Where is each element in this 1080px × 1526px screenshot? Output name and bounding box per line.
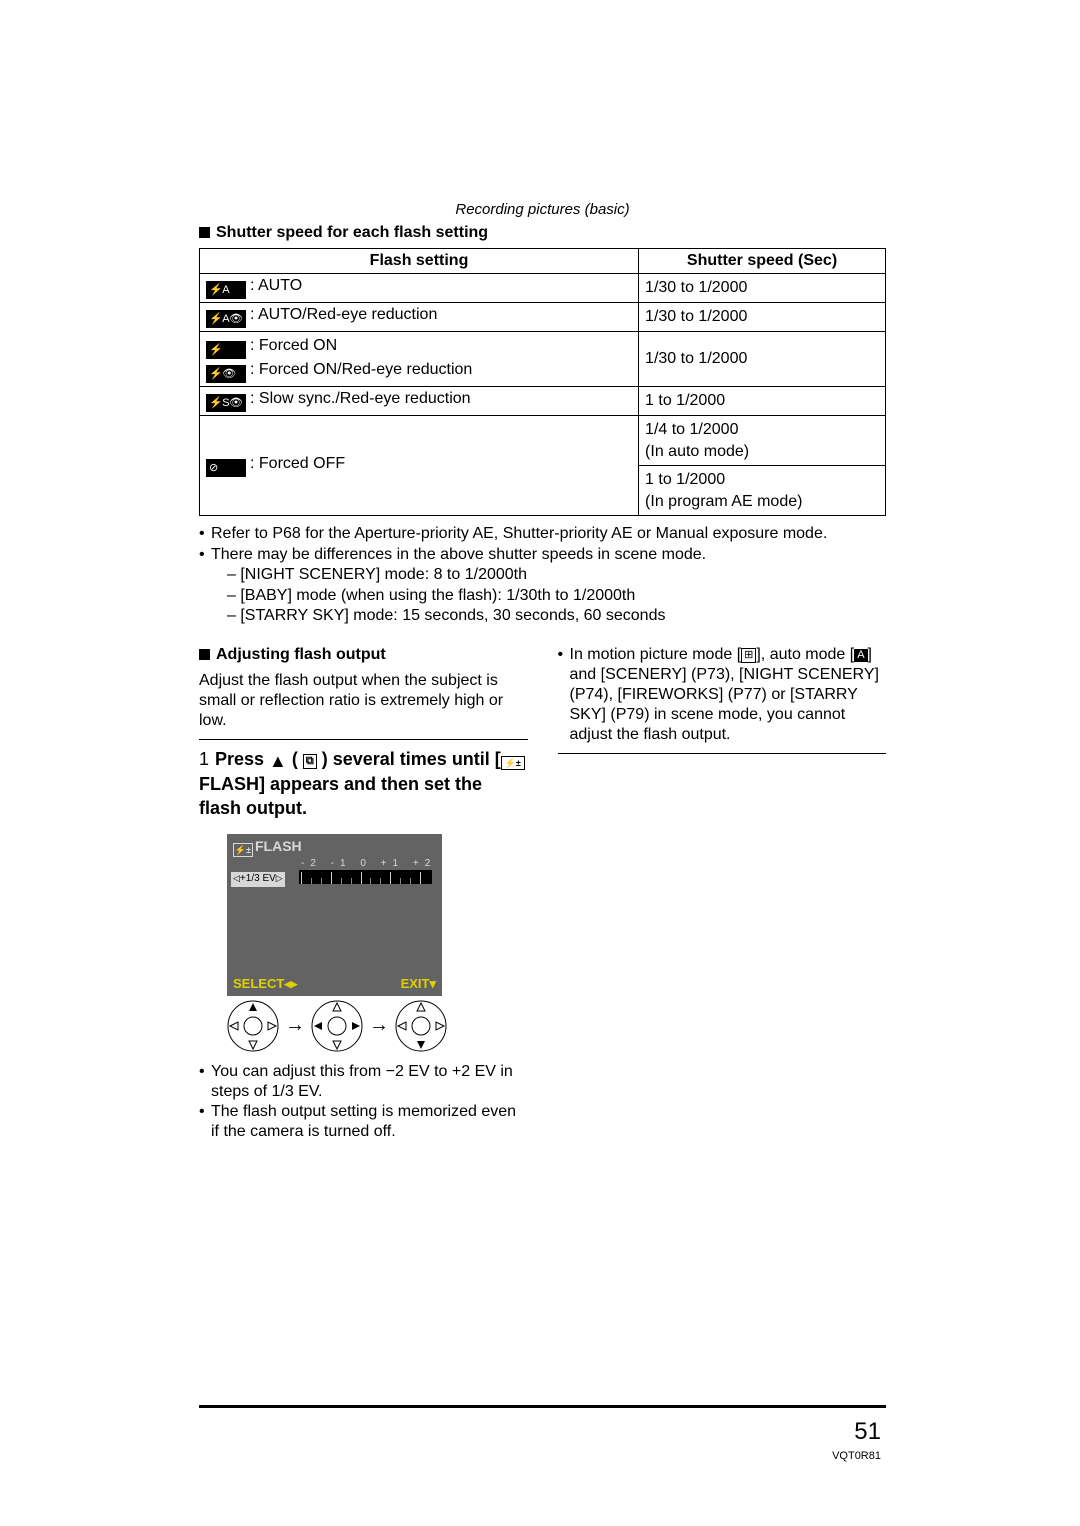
flash-auto-redeye-icon: ⚡A👁 <box>206 310 246 328</box>
dpad-icon <box>227 1000 279 1052</box>
table-row: ⚡: Forced ON ⚡👁: Forced ON/Red-eye reduc… <box>200 332 886 387</box>
dpad-sequence: → → <box>227 1000 442 1052</box>
flash-settings-table: Flash setting Shutter speed (Sec) ⚡A: AU… <box>199 248 886 516</box>
flash-forced-on-icon: ⚡ <box>206 341 246 359</box>
divider <box>558 753 887 754</box>
table-row: ⊘: Forced OFF 1/4 to 1/2000 (In auto mod… <box>200 416 886 466</box>
page-divider <box>199 1405 886 1408</box>
heading-adjusting-flash: Adjusting flash output <box>199 645 528 665</box>
flash-forced-on-redeye-icon: ⚡👁 <box>206 365 246 383</box>
step-1: 1Press ▲ ( ⧉ ) several times until [⚡± F… <box>199 748 528 820</box>
after-lcd-notes: You can adjust this from −2 EV to +2 EV … <box>199 1062 528 1142</box>
section-header: Recording pictures (basic) <box>199 201 886 218</box>
flash-plus-minus-icon: ⚡± <box>501 756 525 770</box>
auto-mode-icon: A <box>854 649 867 662</box>
flash-forced-off-icon: ⊘ <box>206 459 246 477</box>
notes-list: Refer to P68 for the Aperture-priority A… <box>199 524 886 626</box>
arrow-icon: → <box>369 1013 389 1038</box>
heading-shutter-speed: Shutter speed for each flash setting <box>199 224 886 242</box>
lcd-select-label: SELECT◂▸ <box>233 976 297 992</box>
note-item: There may be differences in the above sh… <box>199 545 886 627</box>
divider <box>199 739 528 740</box>
right-notes: In motion picture mode [⊞], auto mode [A… <box>558 645 887 745</box>
table-row: ⚡A👁: AUTO/Red-eye reduction 1/30 to 1/20… <box>200 303 886 332</box>
flash-slow-sync-icon: ⚡S👁 <box>206 394 246 412</box>
motion-picture-icon: ⊞ <box>741 648 756 663</box>
page-number: 51 <box>854 1418 881 1446</box>
document-code: VQT0R81 <box>832 1450 881 1462</box>
note-item: Refer to P68 for the Aperture-priority A… <box>199 524 886 544</box>
adjust-body: Adjust the flash output when the subject… <box>199 671 528 731</box>
lcd-scale-numbers: -2 -1 0 +1 +2 <box>301 858 436 871</box>
note-item: You can adjust this from −2 EV to +2 EV … <box>199 1062 528 1102</box>
dpad-icon <box>311 1000 363 1052</box>
flash-auto-icon: ⚡A <box>206 281 246 299</box>
lcd-illustration: ⚡±FLASH ◁+1/3 EV▷ -2 -1 0 +1 +2 <box>227 834 442 1052</box>
lcd-flash-icon: ⚡± <box>233 843 253 857</box>
table-row: ⚡A: AUTO 1/30 to 1/2000 <box>200 274 886 303</box>
table-header: Shutter speed (Sec) <box>639 249 886 274</box>
exposure-comp-icon: ⧉ <box>303 754 317 769</box>
note-item: The flash output setting is memorized ev… <box>199 1102 528 1142</box>
lcd-ev-value: ◁+1/3 EV▷ <box>231 872 285 887</box>
lcd-scale-ticks <box>299 870 432 884</box>
note-item: In motion picture mode [⊞], auto mode [A… <box>558 645 887 745</box>
up-arrow-icon: ▲ <box>269 750 287 773</box>
dpad-icon <box>395 1000 447 1052</box>
arrow-icon: → <box>285 1013 305 1038</box>
table-header: Flash setting <box>200 249 639 274</box>
lcd-exit-label: EXIT▾ <box>401 976 436 992</box>
table-row: ⚡S👁: Slow sync./Red-eye reduction 1 to 1… <box>200 387 886 416</box>
